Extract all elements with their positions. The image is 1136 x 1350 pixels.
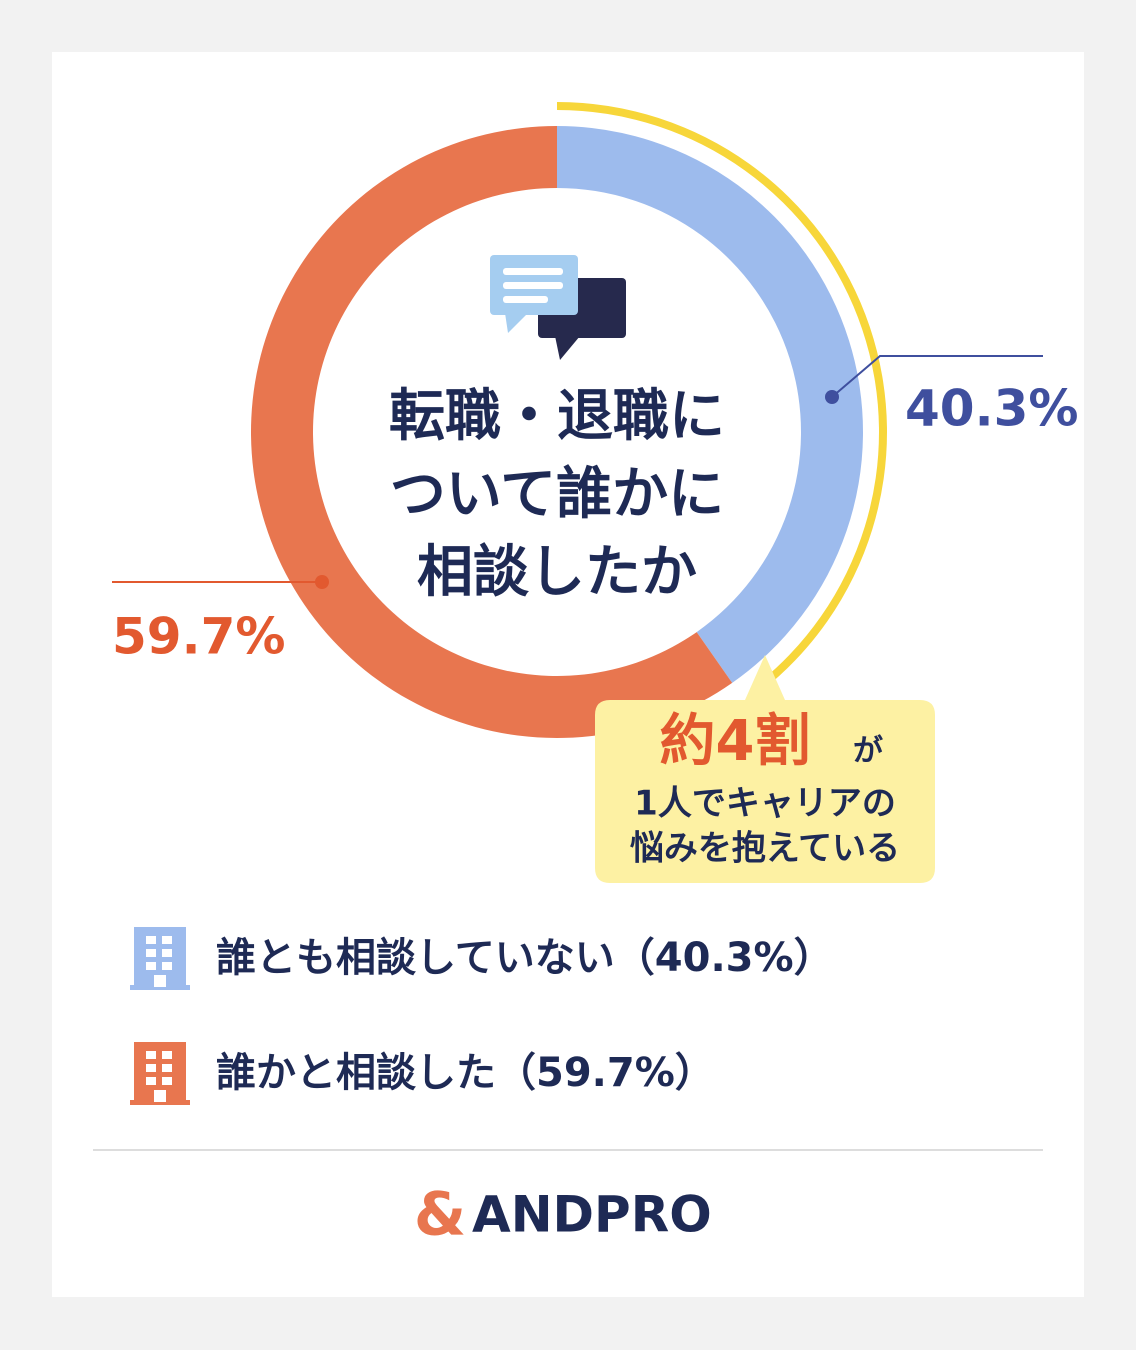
callout-text: 1人でキャリアの [634, 784, 896, 824]
callout-box [595, 655, 935, 883]
window [162, 1064, 172, 1072]
window [162, 962, 172, 970]
window [162, 936, 172, 944]
window [162, 1077, 172, 1085]
door [154, 1090, 166, 1102]
callout-text: 悩みを抱えている [630, 829, 900, 869]
legend-icon [130, 1042, 190, 1105]
window [146, 962, 156, 970]
window [146, 1064, 156, 1072]
logo-mark: & [414, 1180, 466, 1250]
chart-title: 転職・退職に [389, 384, 725, 449]
chat-icon [490, 255, 626, 360]
donut-segment [557, 126, 864, 683]
leader-line [831, 355, 1043, 398]
value-label: 59.7% [112, 608, 285, 666]
window [146, 936, 156, 944]
card [52, 52, 1084, 1297]
building-base [130, 1100, 190, 1105]
leader-dot [825, 390, 839, 404]
chart-title: ついて誰かに [390, 462, 724, 527]
leader-dot [315, 575, 329, 589]
donut-segment [251, 126, 733, 738]
window [162, 949, 172, 957]
brand: ANDPRO [472, 1186, 712, 1244]
window [146, 1077, 156, 1085]
door [154, 975, 166, 987]
legend-label: 誰とも相談していない（40.3%） [216, 935, 834, 981]
chart-title: 相談したか [417, 540, 697, 605]
callout-highlight: 約4割 [660, 709, 811, 774]
window [146, 1051, 156, 1059]
legend-label: 誰かと相談した（59.7%） [216, 1050, 715, 1096]
building-base [130, 985, 190, 990]
legend-icon [130, 927, 190, 990]
callout-text: が [853, 734, 883, 769]
value-label: 40.3% [905, 380, 1078, 438]
window [146, 949, 156, 957]
window [162, 1051, 172, 1059]
